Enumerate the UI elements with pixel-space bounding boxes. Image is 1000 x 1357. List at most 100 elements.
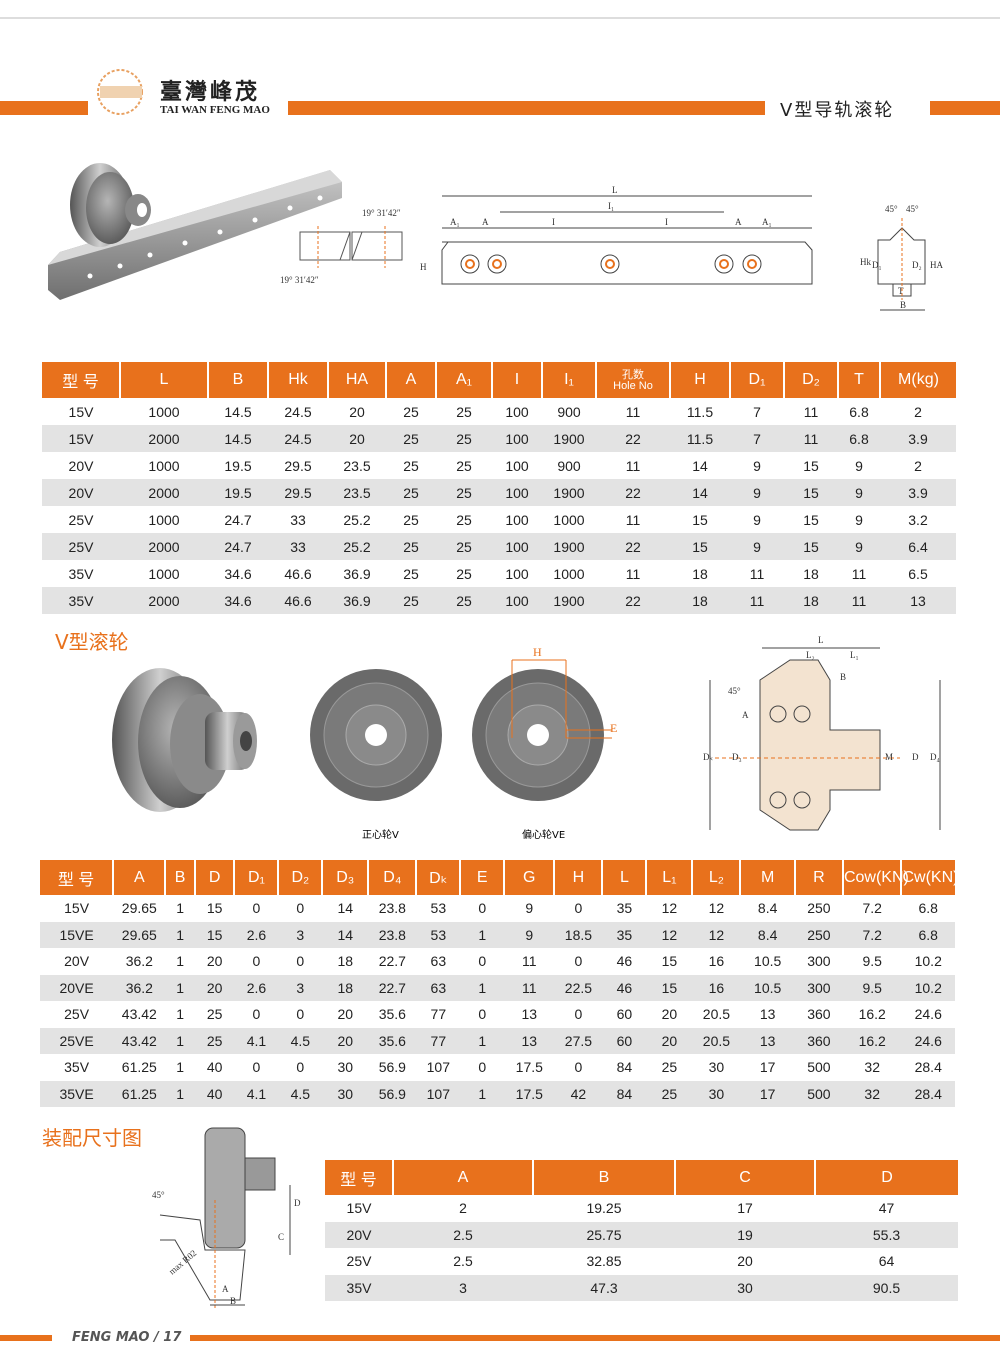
table-cell: 9	[855, 511, 863, 528]
table-cell: 300	[807, 953, 831, 970]
table-cell: 2.6	[234, 921, 279, 948]
table-cell: 9.5	[842, 974, 902, 1001]
table-cell: 1000	[148, 565, 180, 582]
section-title: V型滚轮	[55, 630, 129, 654]
diagram-label: D₁	[872, 260, 882, 270]
table-cell: 25.2	[343, 511, 371, 528]
table-cell: 100	[492, 533, 542, 560]
table-cell: 7.2	[842, 921, 902, 948]
table-cell: 1000	[148, 403, 180, 420]
table-cell: 24.6	[901, 1027, 955, 1054]
diagram-label: A	[742, 710, 749, 720]
table-cell: 84	[602, 1080, 647, 1107]
header-bar	[0, 101, 88, 115]
diagram-label: A₁	[762, 217, 772, 227]
table-cell: 20	[206, 953, 223, 970]
table-cell: 15	[670, 533, 730, 560]
header-cell: D	[193, 860, 235, 895]
table-cell: 11	[625, 403, 641, 420]
table-cell: 16	[708, 953, 725, 970]
table-cell: 1	[460, 921, 505, 948]
table-cell: 63	[430, 953, 447, 970]
table-cell: 1	[460, 974, 505, 1001]
footer-bar	[190, 1335, 1000, 1341]
header-cell: L₁	[645, 860, 693, 895]
table-cell: 20V	[42, 479, 120, 506]
table-cell: 24.7	[224, 511, 252, 528]
table-cell: 16	[692, 974, 741, 1001]
table-cell: 15	[661, 953, 678, 970]
table-cell: 4.5	[278, 1027, 323, 1054]
table-cell: 1	[176, 900, 184, 917]
table-cell: 22.5	[554, 974, 603, 1001]
table-cell: 20	[737, 1253, 753, 1270]
table-cell: 18.5	[554, 921, 603, 948]
table-row: 25V 43.42 1 25 0 0 20 35.6 77 0 13 0 60 20 20.5 13 360 16…	[40, 1001, 955, 1028]
diagram-label: HA	[930, 260, 943, 270]
table-cell: 17	[740, 1080, 795, 1107]
table-cell: 17	[759, 1059, 776, 1076]
table-cell: 2	[914, 457, 922, 474]
table-cell: 18	[803, 565, 819, 582]
table-cell: 23.8	[378, 900, 406, 917]
table-cell: 61.25	[113, 1080, 166, 1107]
table-cell: 11.5	[670, 425, 730, 452]
assembly-table: 型 号 A B C D 15V 2 19.25 17 47 20V 2.5 25.75 19 55.3 25V…	[325, 1160, 958, 1301]
table-cell: 0	[574, 1059, 583, 1076]
rail-table: 型 号 L B Hk HA A A₁ I I₁ 孔数 Hole No H D₁ D₂ T M(kg) 15V 10…	[42, 362, 956, 614]
table-cell: 14	[322, 921, 369, 948]
table-cell: 11	[625, 565, 641, 582]
table-cell: 1	[176, 953, 184, 970]
table-cell: 11	[749, 565, 765, 582]
table-cell: 0	[296, 1059, 305, 1076]
table-cell: 1	[165, 1027, 195, 1054]
table-cell: 2.5	[453, 1253, 473, 1270]
table-cell: 2000	[120, 533, 208, 560]
table-cell: 35.6	[378, 1006, 406, 1023]
header-cell: M(kg)	[879, 362, 956, 398]
table-cell: 0	[252, 1059, 261, 1076]
table-cell: 1	[460, 1080, 505, 1107]
assembly-drawing	[159, 1127, 291, 1310]
header-cell: Cw(KN)	[900, 860, 958, 895]
header-cell: 孔数 Hole No	[595, 362, 670, 398]
table-cell: 1000	[553, 565, 585, 582]
table-cell: 77	[430, 1006, 447, 1023]
table-cell: 0	[296, 953, 305, 970]
table-cell: 11	[625, 457, 641, 474]
table-cell: 29.5	[284, 457, 312, 474]
table-cell: 15	[784, 533, 838, 560]
table-cell: 360	[807, 1006, 831, 1023]
table-cell: 25	[456, 511, 472, 528]
diagram-label: L	[818, 635, 824, 645]
table-cell: 0	[574, 900, 583, 917]
table-cell: 30	[675, 1274, 815, 1301]
table-cell: 22.7	[368, 974, 417, 1001]
header-cell: B	[532, 1160, 675, 1195]
header-row: 型 号 A B D D₁ D₂ D₃ D₄ Dₖ E G H L L₁ L₂ M R Cow(KN) Cw(KN)	[40, 860, 958, 895]
table-cell: 19.25	[586, 1200, 622, 1217]
table-cell: 6.8	[918, 900, 938, 917]
table-cell: 14	[337, 900, 354, 917]
table-cell: 20.5	[702, 1006, 731, 1023]
header-cell: 型 号	[42, 362, 120, 398]
table-row: 20V 2.5 25.75 19 55.3	[325, 1221, 958, 1248]
table-row: 15V 29.65 1 15 0 0 14 23.8 53 0 9 0 35 12 12 8.4 250 7.2 6…	[40, 895, 955, 922]
table-cell: 25	[436, 479, 492, 506]
wheel-image	[112, 668, 257, 812]
table-cell: 7	[730, 425, 784, 452]
header-bar	[930, 101, 1000, 115]
table-cell: 20	[646, 1027, 693, 1054]
diagram-label: A₁	[450, 217, 460, 227]
table-row: 25VE 43.42 1 25 4.1 4.5 20 35.6 77 1 13 27.5 60 20 20.…	[40, 1027, 955, 1054]
header-cell: Hk	[267, 362, 328, 398]
table-row: 20V 1000 19.5 29.5 23.5 25 25 100 900 11 14 9 15 9 2	[42, 452, 956, 479]
table-cell: 30	[337, 1059, 354, 1076]
table-cell: 20	[349, 403, 365, 420]
table-cell: 25	[436, 587, 492, 614]
diagram-label: Hk	[860, 257, 871, 267]
table-cell: 53	[430, 900, 447, 917]
header-cell: D	[814, 1160, 958, 1195]
diagram-label: I	[552, 217, 555, 227]
